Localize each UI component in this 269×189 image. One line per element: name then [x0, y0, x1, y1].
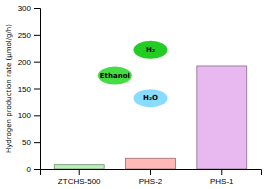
tick-mark [34, 8, 40, 9]
tick-mark [221, 169, 222, 175]
tick: 250 [18, 31, 40, 40]
annotation-bubble [98, 67, 132, 85]
annotation: H₂ [146, 46, 155, 54]
y-axis: 0 50 100 150 200 250 300 [18, 4, 41, 174]
tick-label: ZTCHS-500 [58, 177, 101, 186]
tick-label: 100 [18, 111, 32, 120]
annotation: H₂O [143, 94, 158, 102]
axis-line [41, 170, 262, 176]
tick-mark [34, 89, 40, 90]
tick-label: 200 [18, 58, 32, 67]
x-axis: ZTCHS-500 PHS-2 PHS-1 [41, 169, 262, 186]
tick-mark [34, 142, 40, 143]
annotation-bubble [134, 41, 168, 59]
plot: H₂ Ethanol H₂O 0 50 100 150 200 250 300 ZTCHS-500 P… [18, 4, 262, 186]
tick: 0 [27, 165, 40, 174]
tick-mark [150, 169, 151, 175]
tick-mark [34, 35, 40, 36]
tick-label: 0 [27, 165, 32, 174]
bar [197, 66, 247, 169]
tick: ZTCHS-500 [58, 169, 101, 186]
chart: H₂ Ethanol H₂O 0 50 100 150 200 250 300 ZTCHS-500 P… [0, 0, 269, 189]
tick-mark [79, 169, 80, 175]
tick-mark [34, 115, 40, 116]
tick-mark [34, 169, 40, 170]
tick-label: 150 [18, 85, 32, 94]
bars [54, 66, 246, 169]
annotation-bubble [134, 89, 168, 107]
y-axis-title: Hydrogen production rate (μmol/g/h) [5, 24, 13, 153]
tick-mark [34, 62, 40, 63]
tick: 50 [22, 138, 40, 147]
axis-line [34, 9, 41, 170]
tick-label: PHS-2 [139, 177, 163, 186]
tick: 100 [18, 111, 40, 120]
bar [54, 165, 104, 169]
tick: 200 [18, 58, 40, 67]
annotations: H₂ Ethanol H₂O [98, 41, 168, 107]
annotation: Ethanol [100, 72, 130, 80]
bar [126, 158, 176, 169]
tick: PHS-1 [210, 169, 234, 186]
tick-label: 300 [18, 4, 32, 13]
tick-label: PHS-1 [210, 177, 234, 186]
tick-label: 50 [22, 138, 31, 147]
tick-label: 250 [18, 31, 32, 40]
tick: 300 [18, 4, 40, 13]
tick: 150 [18, 85, 40, 94]
tick: PHS-2 [139, 169, 163, 186]
